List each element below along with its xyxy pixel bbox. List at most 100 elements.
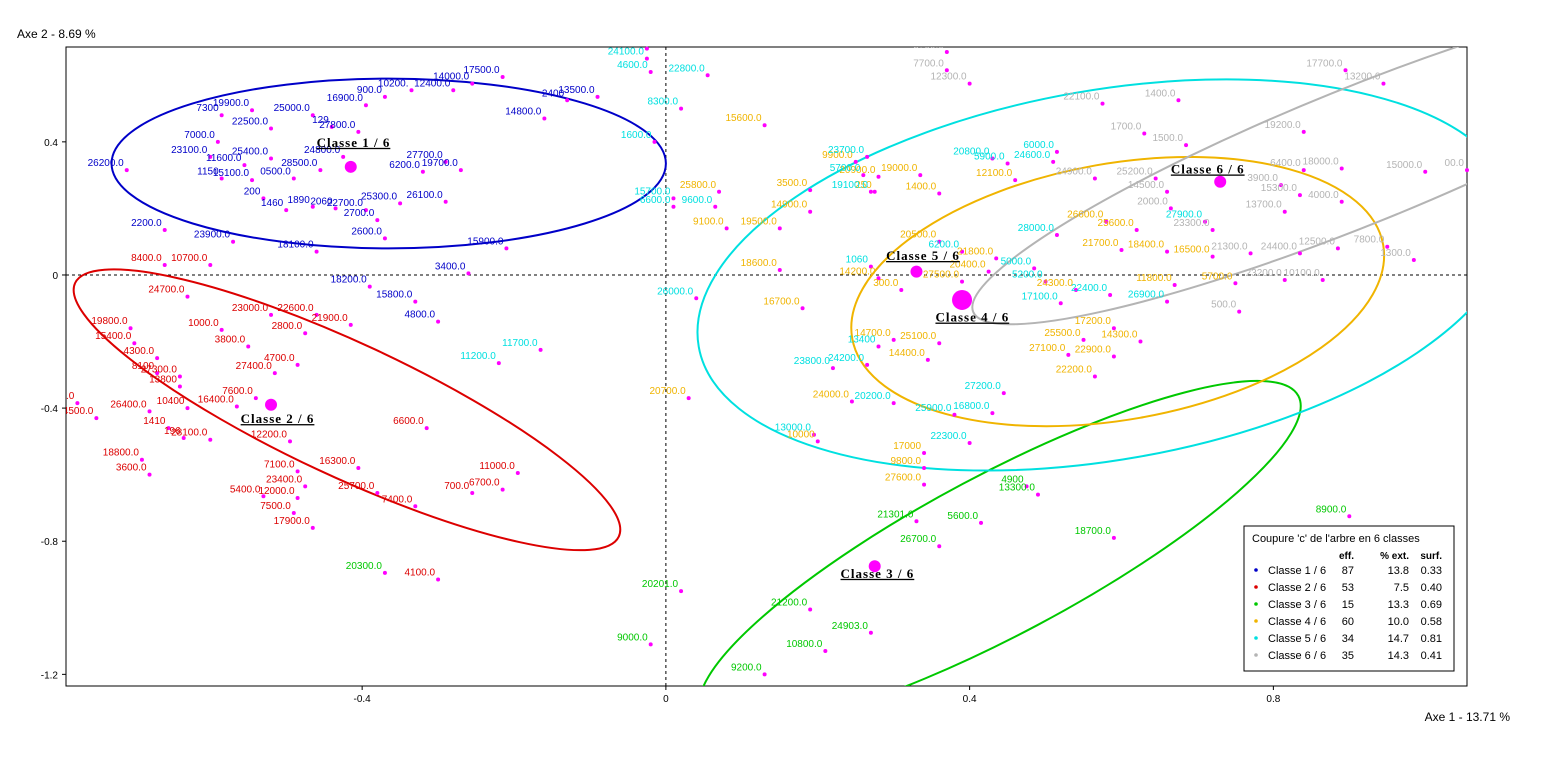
data-point: [652, 139, 657, 144]
data-point-label: 19000.0: [881, 163, 918, 174]
class-2-label: Classe 2 / 6: [241, 411, 315, 426]
data-point-label: 19800.0: [91, 316, 128, 327]
data-point-label: 1890: [288, 195, 311, 206]
data-point-label: 1000.0: [188, 318, 219, 329]
data-point: [815, 439, 820, 444]
data-point: [717, 189, 722, 194]
data-point: [960, 249, 965, 254]
data-point: [208, 437, 213, 442]
legend-class-label: Classe 6 / 6: [1268, 650, 1326, 662]
data-point-label: 18000.0: [1303, 156, 1340, 167]
data-point-label: 18700.0: [1075, 526, 1112, 537]
data-point: [1176, 98, 1181, 103]
class-3-label: Classe 3 / 6: [841, 566, 915, 581]
data-point-label: 14500.0: [1128, 180, 1165, 191]
class-4-center: [952, 289, 973, 310]
data-point-label: 6400.0: [1270, 158, 1301, 169]
data-point: [937, 191, 942, 196]
legend-title: Coupure 'c' de l'arbre en 6 classes: [1252, 533, 1420, 545]
y-tick-label: 0: [52, 271, 58, 282]
data-point: [375, 218, 380, 223]
data-point: [1343, 68, 1348, 73]
data-point: [1066, 352, 1071, 357]
data-point-label: 17500.0: [463, 65, 500, 76]
data-point: [1172, 282, 1177, 287]
data-point-label: 21800.0: [957, 246, 994, 257]
data-point: [1184, 143, 1189, 148]
data-point: [443, 199, 448, 204]
data-point-label: 15600.0: [725, 113, 762, 124]
data-point: [1203, 219, 1208, 224]
data-point: [124, 168, 129, 173]
data-point-label: 27300.0: [141, 364, 178, 375]
data-point-label: 22400.0: [1071, 283, 1108, 294]
data-point-label: 1150: [197, 166, 219, 177]
data-point-label: 18600.0: [741, 258, 778, 269]
data-point-label: 21900.0: [312, 313, 349, 324]
data-point: [1210, 228, 1215, 233]
data-point: [231, 239, 236, 244]
class-4-label: Classe 4 / 6: [935, 310, 1009, 325]
data-point-label: 4000.0: [1308, 190, 1339, 201]
data-point: [918, 173, 923, 178]
data-point-label: 25400.0: [232, 146, 269, 157]
data-point: [318, 168, 323, 173]
data-point: [291, 176, 296, 181]
data-point-label: 20500.0: [900, 230, 937, 241]
data-point: [705, 73, 710, 78]
x-tick-label: -0.4: [354, 694, 372, 705]
data-point: [1081, 337, 1086, 342]
x-axis-title: Axe 1 - 13.71 %: [1425, 710, 1511, 724]
data-point-label: 5700.0: [1202, 271, 1233, 282]
data-point: [1043, 279, 1048, 284]
data-point-label: 2400: [542, 88, 565, 99]
data-point-label: 16800.0: [953, 401, 990, 412]
data-point: [166, 426, 171, 431]
data-point: [1035, 492, 1040, 497]
data-point-label: 21301.0: [877, 509, 914, 520]
data-point: [341, 154, 346, 159]
data-point-label: 17700.0: [1306, 58, 1343, 69]
legend-class-label: Classe 3 / 6: [1268, 599, 1326, 611]
data-point-label: 25800.0: [680, 180, 717, 191]
data-point-label: 21700.0: [1082, 238, 1119, 249]
data-point: [952, 412, 957, 417]
data-point: [500, 487, 505, 492]
data-point: [800, 306, 805, 311]
data-point-label: 25200.0: [1117, 166, 1154, 177]
y-tick-label: -1.2: [41, 670, 59, 681]
data-point: [177, 374, 182, 379]
data-point-label: 2600.0: [351, 226, 382, 237]
data-point-label: 5400.0: [230, 484, 261, 495]
data-point-label: 250: [855, 180, 872, 191]
data-point-label: 22500.0: [232, 117, 269, 128]
data-point-label: 16400.0: [198, 394, 235, 405]
data-point-label: 7600.0: [222, 386, 253, 397]
data-point-label: 5900.0: [974, 151, 1005, 162]
legend-swatch: [1254, 602, 1258, 606]
data-point-label: 15400.0: [95, 331, 132, 342]
data-point: [686, 396, 691, 401]
data-point-label: 16300.0: [319, 456, 356, 467]
data-point: [291, 510, 296, 515]
data-point: [876, 344, 881, 349]
data-point-label: 20700.0: [650, 386, 687, 397]
data-point-label: 196: [164, 426, 181, 437]
data-point: [1168, 206, 1173, 211]
data-point: [1385, 244, 1390, 249]
data-point-label: 15300.0: [1261, 183, 1298, 194]
data-point: [899, 287, 904, 292]
data-point: [1013, 178, 1018, 183]
class-5-ellipse: [696, 78, 1467, 472]
data-point: [762, 123, 767, 128]
data-point: [496, 361, 501, 366]
data-point-label: 7400.0: [382, 494, 413, 505]
data-point-label: 23900.0: [194, 230, 231, 241]
legend-surf: 0.33: [1421, 565, 1442, 577]
data-point: [849, 399, 854, 404]
data-point-label: 9200.0: [731, 662, 762, 673]
data-point: [348, 322, 353, 327]
data-point: [185, 406, 190, 411]
legend-ext: 13.3: [1388, 599, 1409, 611]
